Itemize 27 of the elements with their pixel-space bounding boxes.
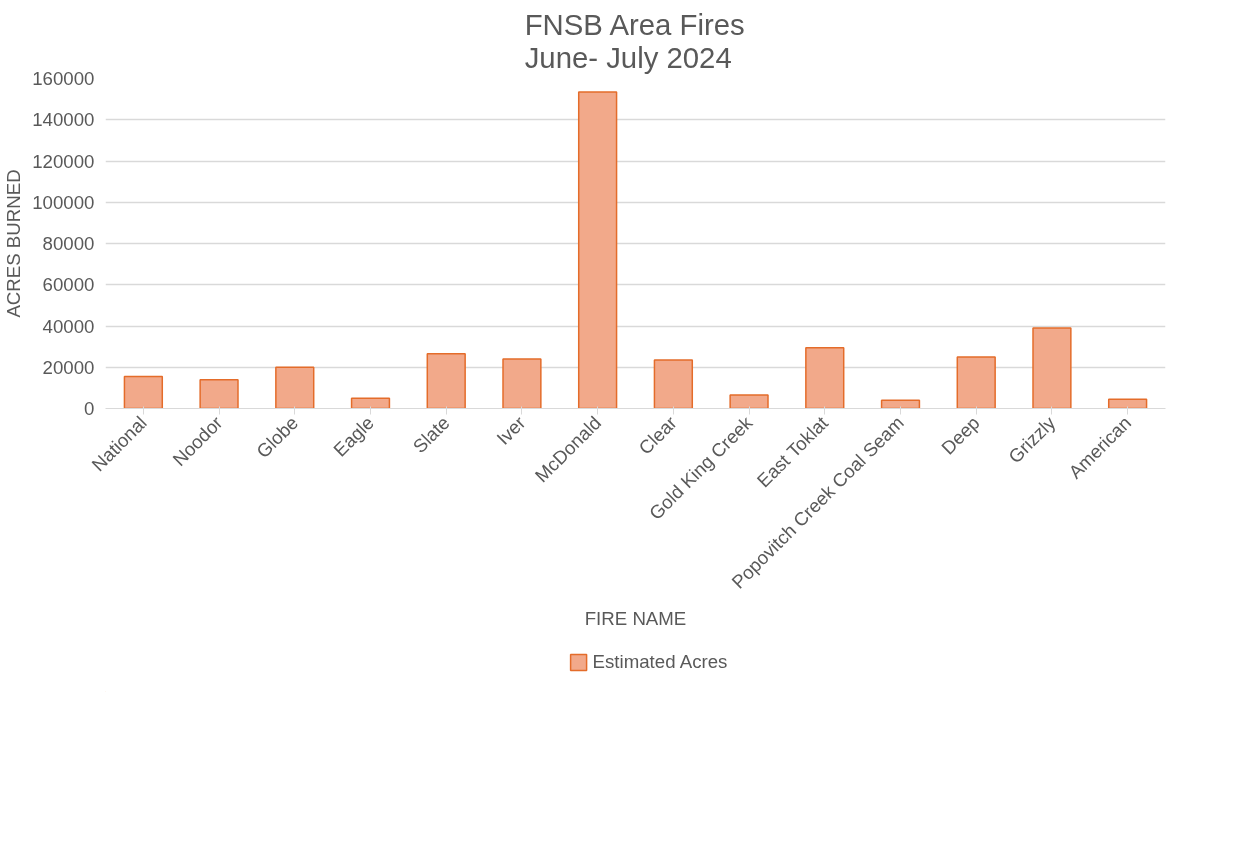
bar — [426, 353, 466, 409]
bar — [805, 346, 845, 409]
bar — [1107, 398, 1148, 409]
y-tick-label: 60000 — [42, 274, 95, 296]
bar — [653, 359, 694, 409]
chart-title: FNSB Area Fires June- July 2024 — [524, 7, 745, 74]
bar — [123, 375, 164, 409]
y-tick-label: 160000 — [32, 68, 95, 89]
bar — [729, 394, 769, 409]
y-tick-label: 120000 — [32, 150, 95, 172]
y-tick-label: 0 — [84, 398, 95, 419]
y-tick-label: 40000 — [42, 315, 95, 337]
bar — [275, 366, 315, 409]
y-tick-label: 20000 — [42, 356, 95, 378]
x-tick-label: Iver — [492, 412, 530, 449]
y-tick-label: 80000 — [42, 233, 95, 254]
bar — [199, 378, 239, 409]
bar — [1032, 327, 1072, 409]
bar — [956, 356, 996, 409]
bar — [350, 397, 391, 409]
y-tick-label: 140000 — [32, 109, 95, 131]
y-axis-title: ACRES BURNED — [3, 169, 25, 318]
legend-label: Estimated Acres — [592, 651, 728, 673]
bar — [502, 358, 542, 409]
y-tick-label: 100000 — [32, 191, 95, 213]
bar — [577, 91, 618, 409]
x-axis-title: FIRE NAME — [584, 608, 687, 630]
